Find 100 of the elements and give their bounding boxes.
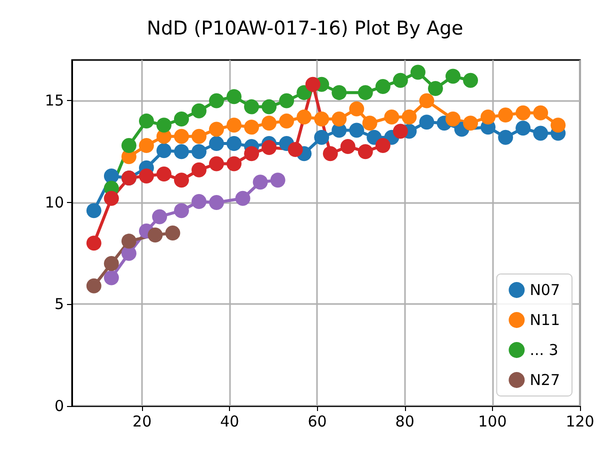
point <box>480 109 496 124</box>
point <box>156 143 172 158</box>
point <box>402 109 417 124</box>
point <box>358 144 373 160</box>
point <box>138 138 154 153</box>
point <box>86 278 102 294</box>
x-tick-label: 120 <box>566 412 594 430</box>
point <box>384 109 400 124</box>
point <box>209 156 224 172</box>
point <box>358 85 373 100</box>
point <box>498 107 514 122</box>
point <box>156 118 172 133</box>
point <box>349 122 364 138</box>
point <box>148 228 163 243</box>
point <box>314 130 330 145</box>
point <box>138 168 154 184</box>
point <box>121 138 136 153</box>
point <box>174 144 189 160</box>
point <box>86 236 102 251</box>
point <box>209 122 224 137</box>
x-tick-label: 40 <box>220 412 240 430</box>
point <box>86 203 102 218</box>
point <box>375 138 390 153</box>
point <box>104 270 119 286</box>
point <box>375 78 390 94</box>
point <box>192 162 206 178</box>
point <box>174 172 189 188</box>
x-tick-label: 20 <box>132 412 152 430</box>
x-tick-label: 100 <box>478 412 507 430</box>
point <box>498 130 514 145</box>
point <box>226 118 242 133</box>
x-tick-label: 80 <box>395 412 414 430</box>
point <box>121 234 136 249</box>
point <box>419 93 434 108</box>
point <box>288 142 303 158</box>
point <box>104 256 119 272</box>
point <box>322 146 338 162</box>
point <box>262 99 277 114</box>
y-tick-label: 0 <box>54 397 64 415</box>
y-tick-label: 5 <box>54 295 64 314</box>
point <box>156 166 172 182</box>
point <box>279 93 294 108</box>
point <box>226 136 242 151</box>
point <box>533 105 548 120</box>
chart-title: NdD (P10AW-017-16) Plot By Age <box>146 18 464 40</box>
y-tick-label: 10 <box>44 193 64 212</box>
point <box>296 109 312 124</box>
point <box>165 226 180 240</box>
legend-label: N27 <box>530 371 560 389</box>
point <box>192 144 206 160</box>
point <box>152 209 168 224</box>
point <box>104 168 119 184</box>
point <box>209 93 224 108</box>
point <box>314 112 330 127</box>
point <box>550 118 566 133</box>
point <box>121 246 136 261</box>
point <box>463 72 478 88</box>
point <box>174 203 189 218</box>
x-tick-label: 60 <box>308 412 327 430</box>
point <box>209 136 224 151</box>
point <box>244 99 260 114</box>
point <box>138 114 154 129</box>
legend-label: N07 <box>530 281 560 299</box>
legend-label: ... 3 <box>530 341 558 359</box>
point <box>410 64 426 80</box>
point <box>226 89 242 104</box>
point <box>419 114 434 130</box>
point <box>463 116 478 131</box>
point <box>226 156 242 172</box>
point <box>392 124 408 139</box>
point <box>362 116 378 131</box>
point <box>235 190 250 206</box>
point <box>332 85 347 100</box>
point <box>262 116 277 131</box>
point <box>192 194 206 209</box>
point <box>446 112 460 127</box>
legend-label: N11 <box>530 311 560 329</box>
point <box>262 140 277 156</box>
point <box>244 120 260 135</box>
point <box>279 114 294 129</box>
point <box>192 128 206 144</box>
point <box>174 112 189 127</box>
point <box>209 194 224 210</box>
point <box>305 76 320 92</box>
y-tick-label: 15 <box>44 92 64 110</box>
point <box>392 72 408 88</box>
point <box>516 105 531 120</box>
point <box>446 68 460 84</box>
point <box>104 190 119 206</box>
point <box>332 112 347 127</box>
point <box>252 174 268 190</box>
point <box>428 81 443 96</box>
point <box>516 120 531 136</box>
point <box>192 103 206 118</box>
point <box>349 101 364 116</box>
point <box>174 128 189 144</box>
point <box>340 139 356 154</box>
point <box>533 126 548 141</box>
point <box>244 146 260 162</box>
point <box>270 172 286 188</box>
